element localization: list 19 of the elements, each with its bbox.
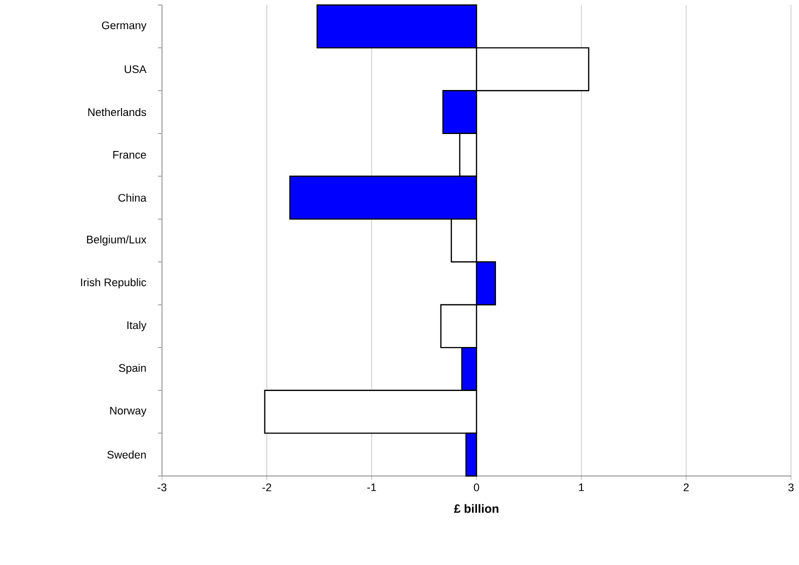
y-tick-label: China [118,194,146,202]
x-tick-label: 0 [474,484,480,492]
y-tick-label: Germany [102,21,146,32]
y-tick-label: France [113,151,146,159]
y-tick-label: Spain [118,364,146,374]
y-tick-label: Italy [127,321,146,332]
x-axis-title: £ billion [454,504,498,513]
y-tick-label: Belgium/Lux [87,235,146,246]
y-tick-label: Norway [110,406,146,417]
x-tick-label: -3 [158,484,166,492]
x-tick-label: 2 [684,484,689,492]
x-tick-label: 1 [579,484,584,492]
y-tick-label: Irish Republic [81,278,146,288]
y-tick-label: USA [124,65,146,74]
x-tick-label: 3 [788,484,794,492]
x-tick-label: -2 [262,484,272,492]
y-tick-label: Netherlands [88,108,146,116]
x-tick-label: -1 [367,484,376,492]
y-tick-label: Sweden [107,450,146,459]
